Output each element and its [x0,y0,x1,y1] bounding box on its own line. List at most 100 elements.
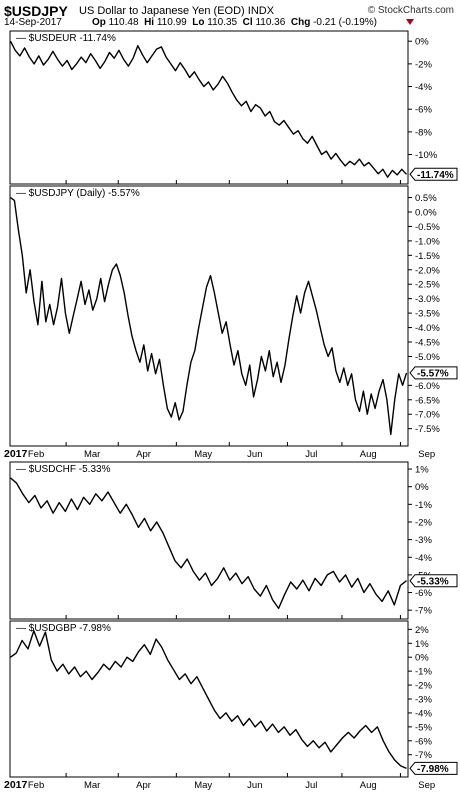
last-value-text: -5.33% [417,577,449,588]
y-tick-label: -7% [415,750,432,761]
x-tick-label: Aug [360,780,377,791]
y-tick-label: -6% [415,588,432,599]
y-tick-label: -4% [415,553,432,564]
series-line [9,40,408,178]
y-tick-label: -5.0% [415,352,440,363]
y-tick-label: -0.5% [415,222,440,233]
last-value-text: -5.57% [417,369,449,380]
description-text: US Dollar to Japanese Yen (EOD) [79,5,245,17]
y-tick-label: 0% [415,653,429,664]
y-tick-label: -6% [415,736,432,747]
x-tick-label: Mar [84,780,100,791]
x-tick-label: Jun [247,449,262,460]
y-tick-label: -2.5% [415,280,440,291]
y-tick-label: -3% [415,535,432,546]
y-tick-label: -3.5% [415,309,440,320]
y-tick-label: 1% [415,639,429,650]
quote-date: 14-Sep-2017 [4,17,62,28]
high-label: Hi [144,17,155,28]
y-tick-label: -8% [415,127,432,138]
y-tick-label: -2% [415,681,432,692]
chart-panel-3: 1%0%-1%-2%-3%-4%-5%-6%-7%— $USDCHF -5.33… [9,461,458,620]
last-value-box [409,574,458,588]
panel-frame [9,30,409,185]
y-tick-label: -7.5% [415,424,440,435]
last-value-label: -5.57% [409,366,458,380]
y-tick-label: -1% [415,500,432,511]
chart-panel-1: 0% -2% -4% -6% -8% -10% — $USDEUR -11.74% -11.7… [9,30,458,185]
y-tick-label: -4.5% [415,338,440,349]
x-tick-label: Sep [418,449,435,460]
low-label: Lo [192,17,205,28]
y-tick-label: -6.5% [415,395,440,406]
y-tick-label: -2.0% [415,265,440,276]
x-tick-label: Sep [418,780,435,791]
symbol-title: $USDJPY [4,3,68,19]
y-tick-label: 2% [415,625,429,636]
last-value-box [409,167,458,181]
y-tick-label: -1.5% [415,251,440,262]
panel-title: — $USDCHF -5.33% [16,464,111,475]
open-label: Op [92,17,106,28]
panel-title: — $USDJPY (Daily) -5.57% [16,188,140,199]
symbol-description: US Dollar to Japanese Yen (EOD) INDX [79,5,274,17]
chart-panel-4: 2% 1% 0% -1% -2% -3% -4% -5% -6% -7% — $USDGBP -7.… [4,620,458,791]
series-line [10,630,407,770]
last-value-text: -11.74% [417,170,454,181]
y-tick-label: -7.0% [415,410,440,421]
y-tick-label: -3% [415,695,432,706]
y-tick-label: -4% [415,708,432,719]
x-tick-label: Jun [247,780,262,791]
y-tick-label: -2% [415,517,432,528]
y-tick-label: -2% [415,59,432,70]
panel-title: — $USDEUR -11.74% [16,33,116,44]
panel-title: — $USDGBP -7.98% [16,623,111,634]
x-tick-label: 2017 [4,448,28,460]
brand-watermark: © StockCharts.com [367,5,454,16]
series-line [10,477,407,610]
y-tick-label: 1% [415,465,429,476]
last-value-label: -5.33% [409,574,458,588]
y-tick-label: -1% [415,667,432,678]
low-value: 110.35 [207,17,238,28]
close-value: 110.36 [255,17,286,28]
x-tick-label: 2017 [4,779,28,791]
x-tick-label: Aug [360,449,377,460]
last-value-label: -7.98% [409,761,458,775]
y-tick-label: -6% [415,105,432,116]
panel-frame [9,461,409,620]
y-tick-label: -4.0% [415,323,440,334]
x-tick-label: May [194,449,212,460]
last-value-label: -11.74% [409,167,458,181]
last-value-box [409,366,458,380]
close-label: Cl [242,17,253,28]
y-tick-label: -4% [415,82,432,93]
x-tick-label: Mar [84,449,100,460]
panel-frame [9,185,409,447]
y-tick-label: -5% [415,722,432,733]
y-tick-label: -10% [415,150,438,161]
x-tick-label: Apr [136,780,151,791]
x-tick-label: Feb [28,780,44,791]
chart-panel-2: 0.5% 0.0% -0.5% -1.0% -1.5% -2.0% -2.5% -3.0% -3… [4,185,458,460]
y-tick-label: 0% [415,482,429,493]
x-tick-label: May [194,780,212,791]
exchange-text: INDX [247,5,275,17]
y-tick-label: -3.0% [415,294,440,305]
y-tick-label: -1.0% [415,236,440,247]
y-tick-label: -6.0% [415,381,440,392]
quote-line: Op 110.48 Hi 110.99 Lo 110.35 Cl 110.36 … [92,17,377,28]
chart-header: $USDJPY US Dollar to Japanese Yen (EOD) … [0,0,460,28]
series-line [10,197,408,436]
last-value-text: -7.98% [417,764,449,775]
x-tick-label: Feb [28,449,44,460]
change-label: Chg [290,17,311,28]
x-tick-label: Jul [305,780,317,791]
open-value: 110.48 [108,17,139,28]
down-arrow-icon [406,19,414,25]
y-tick-label: 0.0% [415,208,437,219]
x-tick-label: Jul [305,449,317,460]
x-tick-label: Apr [136,449,151,460]
high-value: 110.99 [156,17,187,28]
